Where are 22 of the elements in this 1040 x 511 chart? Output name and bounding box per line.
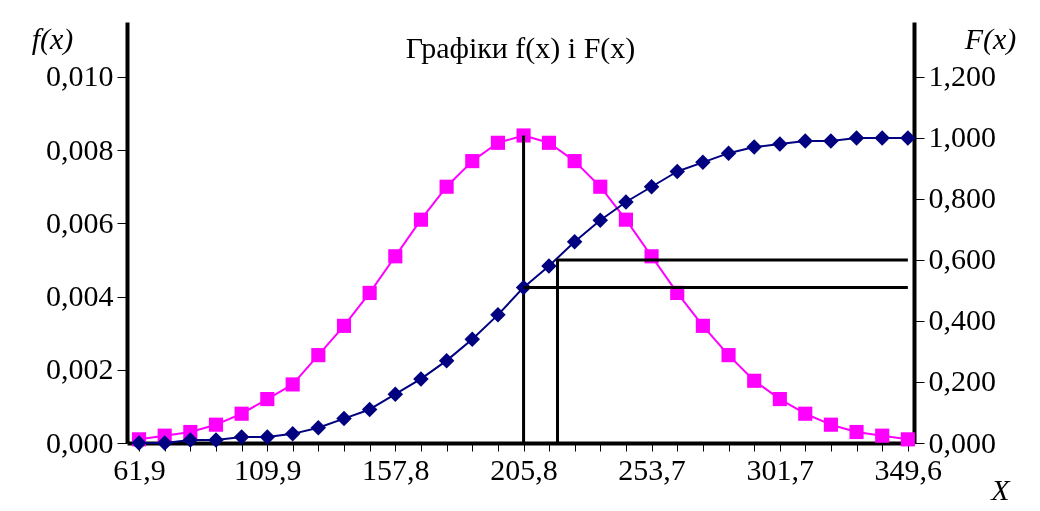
y2-tick-label: 0,600 — [928, 242, 996, 276]
y-tick-label: 0,010 — [46, 59, 114, 93]
y-tick-label: 0,008 — [46, 132, 114, 166]
chart-title: Графіки f(x) і F(x) — [405, 31, 636, 65]
y-tick-label: 0,000 — [46, 425, 114, 459]
y2-axis-title: F(x) — [963, 21, 1017, 56]
y-axis-title: f(x) — [31, 21, 74, 56]
x-tick-label: 205,8 — [490, 452, 558, 486]
y-tick-label: 0,006 — [46, 205, 114, 239]
x-tick-label: 301,7 — [746, 452, 815, 486]
y-tick-label: 0,004 — [46, 279, 114, 313]
y2-tick-label: 1,200 — [928, 59, 996, 93]
x-tick-label: 253,7 — [618, 452, 686, 486]
y2-tick-label: 0,200 — [928, 364, 996, 398]
y2-tick-label: 0,800 — [928, 181, 996, 215]
y2-tick-label: 0,400 — [928, 303, 996, 337]
y2-tick-label: 1,000 — [928, 120, 996, 154]
x-axis-title: X — [990, 472, 1012, 506]
x-tick-label: 61,9 — [113, 452, 166, 486]
y-tick-label: 0,002 — [46, 352, 114, 386]
x-tick-label: 109,9 — [234, 452, 302, 486]
x-tick-label: 157,8 — [362, 452, 430, 486]
